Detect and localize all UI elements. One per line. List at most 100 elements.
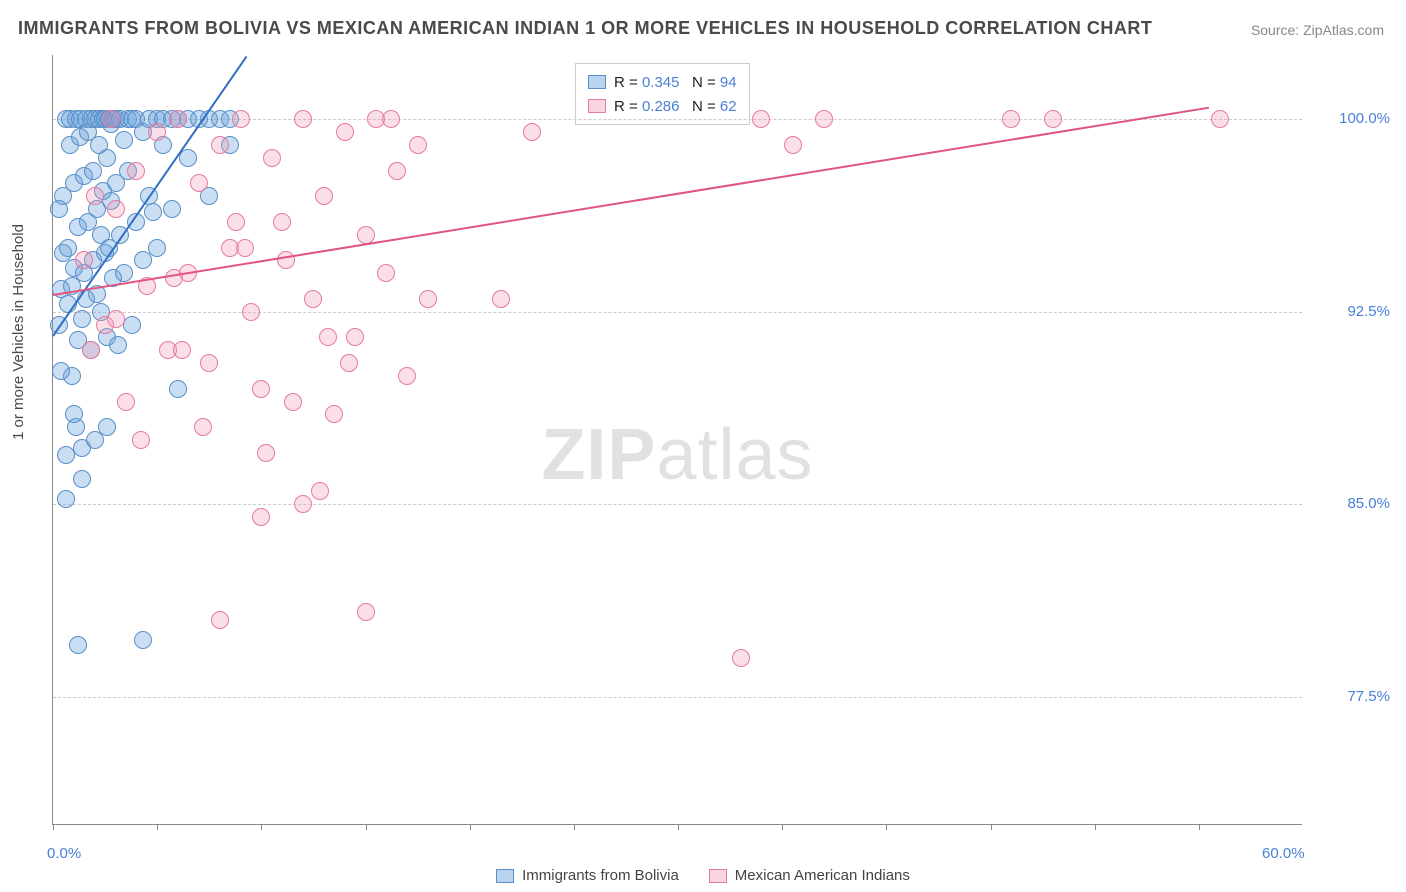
data-point xyxy=(815,110,833,128)
data-point xyxy=(319,328,337,346)
data-point xyxy=(75,251,93,269)
data-point xyxy=(284,393,302,411)
data-point xyxy=(148,239,166,257)
data-point xyxy=(232,110,250,128)
data-point xyxy=(82,341,100,359)
x-tick xyxy=(366,824,367,830)
legend-label: Mexican American Indians xyxy=(735,867,910,884)
data-point xyxy=(65,405,83,423)
data-point xyxy=(311,482,329,500)
data-point xyxy=(115,264,133,282)
data-point xyxy=(294,495,312,513)
data-point xyxy=(165,269,183,287)
y-tick-label: 100.0% xyxy=(1310,110,1390,127)
gridline xyxy=(53,697,1302,698)
data-point xyxy=(115,131,133,149)
x-tick xyxy=(1095,824,1096,830)
stats-legend: R = 0.345 N = 94 R = 0.286 N = 62 xyxy=(575,63,750,125)
data-point xyxy=(69,636,87,654)
data-point xyxy=(409,136,427,154)
data-point xyxy=(190,174,208,192)
data-point xyxy=(169,110,187,128)
data-point xyxy=(107,310,125,328)
legend-stat: R = 0.345 N = 94 xyxy=(614,74,737,91)
data-point xyxy=(144,203,162,221)
data-point xyxy=(263,149,281,167)
data-point xyxy=(523,123,541,141)
data-point xyxy=(252,380,270,398)
data-point xyxy=(86,187,104,205)
x-tick xyxy=(782,824,783,830)
x-tick-label: 0.0% xyxy=(47,845,81,862)
data-point xyxy=(57,446,75,464)
x-tick xyxy=(470,824,471,830)
data-point xyxy=(419,290,437,308)
data-point xyxy=(398,367,416,385)
data-point xyxy=(50,200,68,218)
legend-row: R = 0.286 N = 62 xyxy=(588,94,737,118)
data-point xyxy=(123,316,141,334)
data-point xyxy=(236,239,254,257)
data-point xyxy=(59,239,77,257)
source-label: Source: ZipAtlas.com xyxy=(1251,22,1384,38)
data-point xyxy=(1002,110,1020,128)
data-point xyxy=(1044,110,1062,128)
data-point xyxy=(107,200,125,218)
data-point xyxy=(84,162,102,180)
gridline xyxy=(53,312,1302,313)
data-point xyxy=(382,110,400,128)
data-point xyxy=(252,508,270,526)
x-tick xyxy=(886,824,887,830)
data-point xyxy=(304,290,322,308)
legend-stat: R = 0.286 N = 62 xyxy=(614,98,737,115)
y-axis-title: 1 or more Vehicles in Household xyxy=(10,224,27,440)
data-point xyxy=(325,405,343,423)
data-point xyxy=(163,200,181,218)
legend-swatch xyxy=(588,99,606,113)
watermark: ZIPatlas xyxy=(541,414,813,496)
legend-item: Immigrants from Bolivia xyxy=(496,867,679,884)
legend-swatch xyxy=(588,75,606,89)
legend-label: Immigrants from Bolivia xyxy=(522,867,679,884)
data-point xyxy=(294,110,312,128)
x-tick xyxy=(1199,824,1200,830)
data-point xyxy=(211,136,229,154)
data-point xyxy=(148,123,166,141)
data-point xyxy=(1211,110,1229,128)
x-tick xyxy=(678,824,679,830)
data-point xyxy=(173,341,191,359)
data-point xyxy=(242,303,260,321)
data-point xyxy=(117,393,135,411)
data-point xyxy=(752,110,770,128)
data-point xyxy=(73,310,91,328)
y-tick-label: 92.5% xyxy=(1310,303,1390,320)
x-tick xyxy=(157,824,158,830)
data-point xyxy=(98,149,116,167)
data-point xyxy=(194,418,212,436)
data-point xyxy=(134,631,152,649)
data-point xyxy=(273,213,291,231)
x-tick xyxy=(261,824,262,830)
data-point xyxy=(732,649,750,667)
data-point xyxy=(132,431,150,449)
data-point xyxy=(200,354,218,372)
data-point xyxy=(127,162,145,180)
data-point xyxy=(257,444,275,462)
x-tick xyxy=(991,824,992,830)
data-point xyxy=(52,362,70,380)
data-point xyxy=(315,187,333,205)
data-point xyxy=(227,213,245,231)
legend-swatch xyxy=(496,869,514,883)
data-point xyxy=(377,264,395,282)
data-point xyxy=(109,336,127,354)
legend-item: Mexican American Indians xyxy=(709,867,910,884)
chart-title: IMMIGRANTS FROM BOLIVIA VS MEXICAN AMERI… xyxy=(18,18,1152,39)
data-point xyxy=(346,328,364,346)
data-point xyxy=(169,380,187,398)
data-point xyxy=(784,136,802,154)
data-point xyxy=(98,418,116,436)
plot-area: ZIPatlas R = 0.345 N = 94 R = 0.286 N = 6… xyxy=(52,55,1302,825)
data-point xyxy=(211,611,229,629)
data-point xyxy=(388,162,406,180)
y-tick-label: 77.5% xyxy=(1310,688,1390,705)
